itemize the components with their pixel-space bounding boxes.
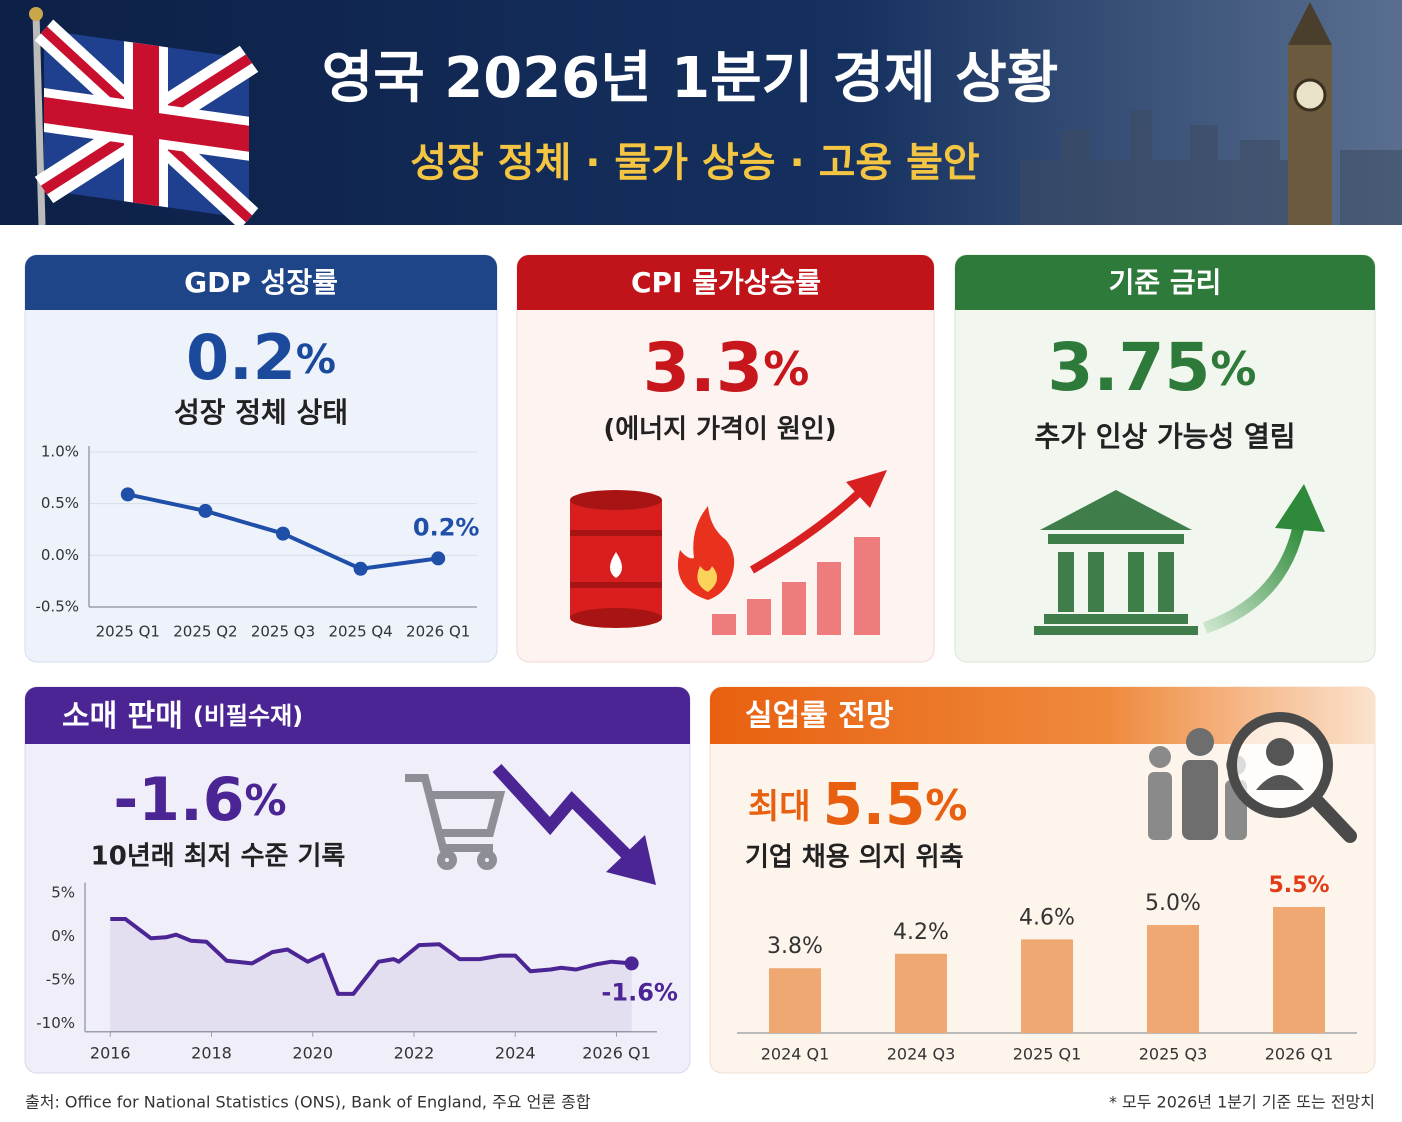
headline-subtitle: 성장 정체 상태 bbox=[174, 396, 348, 429]
rising-bars-icon bbox=[712, 537, 880, 635]
headline-unit: % bbox=[1210, 342, 1256, 396]
card-title: 소매 판매 (비필수재) bbox=[62, 699, 303, 734]
annotation: 0.2% bbox=[413, 513, 480, 541]
arrow-icon bbox=[492, 763, 635, 863]
x-tick-label: 2026 Q1 bbox=[582, 1043, 651, 1062]
card-header bbox=[25, 687, 690, 744]
headline: 0.2% bbox=[186, 321, 336, 394]
headline: 최대 5.5% bbox=[748, 770, 967, 838]
value-label: 5.0% bbox=[1145, 891, 1201, 916]
x-tick-label: 2020 bbox=[292, 1043, 333, 1062]
bar bbox=[895, 953, 947, 1033]
bar bbox=[769, 968, 821, 1033]
bank-icon bbox=[1034, 490, 1198, 635]
arrow-head bbox=[1275, 484, 1325, 532]
y-tick-label: 0% bbox=[51, 927, 75, 945]
headline: 3.3% bbox=[643, 329, 810, 408]
y-tick-label: -5% bbox=[46, 970, 75, 988]
headline-prefix: 최대 bbox=[748, 787, 811, 827]
point bbox=[120, 487, 135, 502]
headline: 3.75% bbox=[1048, 329, 1257, 406]
x-tick-label: 2018 bbox=[191, 1043, 232, 1062]
headline-subtitle: 기업 채용 의지 위축 bbox=[745, 843, 964, 873]
headline-subtitle: 추가 인상 가능성 열림 bbox=[1034, 420, 1295, 453]
headline-unit: % bbox=[296, 337, 336, 383]
card-title: GDP 성장률 bbox=[184, 266, 338, 299]
card-title-main: 소매 판매 bbox=[62, 699, 183, 734]
x-tick-label: 2024 Q3 bbox=[887, 1045, 956, 1064]
headline: -1.6% bbox=[113, 765, 286, 835]
headline-unit: % bbox=[925, 781, 967, 830]
x-tick-label: 2024 Q1 bbox=[761, 1045, 830, 1064]
footnote: * 모두 2026년 1분기 기준 또는 전망치 bbox=[1109, 1093, 1375, 1112]
cart-icon bbox=[405, 774, 506, 870]
y-tick-label: -10% bbox=[36, 1014, 75, 1032]
card-header bbox=[955, 255, 1375, 310]
headline-subtitle: 10년래 최저 수준 기록 bbox=[91, 842, 346, 872]
headline-subtitle: (에너지 가격이 원인) bbox=[603, 415, 836, 445]
x-tick-label: 2025 Q1 bbox=[1013, 1045, 1082, 1064]
y-tick-label: 5% bbox=[51, 883, 75, 901]
x-tick-label: 2025 Q3 bbox=[1139, 1045, 1208, 1064]
point bbox=[431, 551, 446, 566]
headline-unit: % bbox=[245, 776, 287, 825]
arrow-head bbox=[606, 835, 656, 885]
y-tick-label: 1.0% bbox=[41, 443, 79, 461]
y-tick-label: -0.5% bbox=[35, 598, 79, 616]
x-tick-label: 2025 Q3 bbox=[251, 623, 315, 641]
y-tick-label: 0.5% bbox=[41, 494, 79, 512]
big-ben bbox=[1288, 2, 1332, 225]
bar bbox=[1273, 907, 1325, 1033]
card-title: 기준 금리 bbox=[1109, 266, 1222, 299]
card bbox=[24, 254, 498, 663]
arrow-head bbox=[846, 470, 887, 508]
people-icon bbox=[1148, 728, 1247, 840]
card-header bbox=[25, 255, 497, 310]
line bbox=[110, 917, 632, 996]
headline-value: 3.3 bbox=[643, 329, 763, 408]
annotation: -1.6% bbox=[601, 978, 678, 1006]
card-header bbox=[517, 255, 934, 310]
headline-value: -1.6 bbox=[113, 765, 244, 835]
point bbox=[353, 561, 368, 576]
headline-value: 0.2 bbox=[186, 321, 296, 394]
card-title: CPI 물가상승률 bbox=[631, 266, 821, 299]
headline-value: 3.75 bbox=[1048, 329, 1211, 406]
value-label: 3.8% bbox=[767, 934, 823, 959]
x-tick-label: 2025 Q4 bbox=[328, 623, 392, 641]
x-tick-label: 2016 bbox=[90, 1043, 131, 1062]
x-tick-label: 2026 Q1 bbox=[1265, 1045, 1334, 1064]
x-tick-label: 2022 bbox=[394, 1043, 435, 1062]
headline-unit: % bbox=[763, 342, 809, 396]
arrow-icon bbox=[1202, 518, 1306, 634]
card-title: 실업률 전망 bbox=[745, 699, 894, 734]
x-tick-label: 2026 Q1 bbox=[406, 623, 470, 641]
oil-icon bbox=[570, 490, 735, 628]
value-label: 4.2% bbox=[893, 920, 949, 945]
arrow-icon bbox=[749, 487, 865, 574]
point bbox=[276, 526, 290, 541]
headline-value: 5.5 bbox=[823, 770, 926, 838]
card-title-note: (비필수재) bbox=[193, 702, 303, 730]
value-label: 5.5% bbox=[1268, 873, 1329, 898]
x-tick-label: 2025 Q1 bbox=[96, 623, 160, 641]
magnifier-icon bbox=[1227, 712, 1357, 843]
page-subtitle: 성장 정체 · 물가 상승 · 고용 불안 bbox=[410, 140, 980, 186]
point bbox=[198, 503, 213, 518]
value-label: 4.6% bbox=[1019, 905, 1075, 930]
skyline bbox=[1020, 110, 1402, 225]
page-title: 영국 2026년 1분기 경제 상황 bbox=[322, 46, 1059, 111]
x-tick-label: 2024 bbox=[495, 1043, 536, 1062]
bar bbox=[1021, 939, 1073, 1033]
card-header bbox=[710, 687, 1375, 744]
x-tick-label: 2025 Q2 bbox=[173, 623, 237, 641]
source: 출처: Office for National Statistics (ONS)… bbox=[25, 1093, 591, 1112]
union-flag bbox=[29, 7, 259, 230]
area bbox=[110, 919, 632, 1032]
bar bbox=[1147, 925, 1199, 1033]
y-tick-label: 0.0% bbox=[41, 546, 79, 564]
point bbox=[624, 956, 639, 971]
